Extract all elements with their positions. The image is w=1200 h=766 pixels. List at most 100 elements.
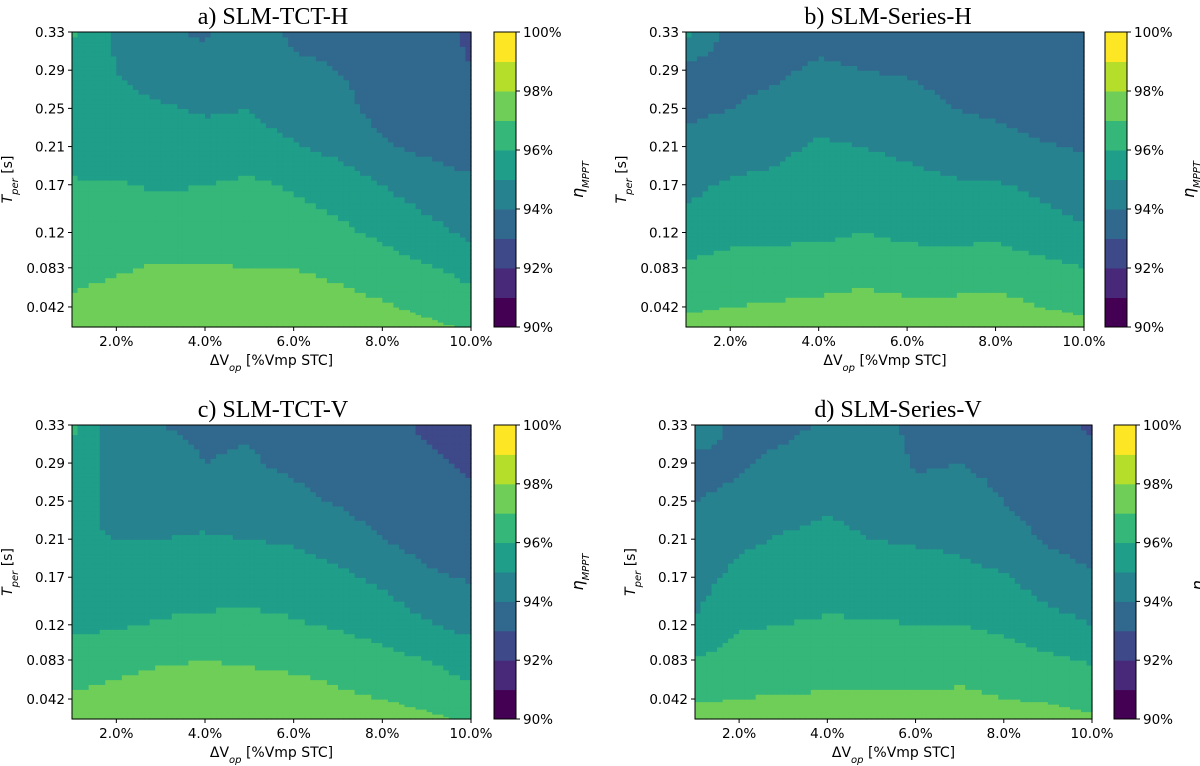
- contour-cell: [293, 184, 300, 192]
- contour-cell: [459, 236, 467, 242]
- contour-cell: [310, 208, 317, 216]
- contour-cell: [232, 108, 239, 114]
- contour-cell: [338, 306, 345, 311]
- contour-cell: [88, 258, 95, 264]
- contour-cell: [288, 302, 295, 308]
- contour-cell: [110, 319, 117, 323]
- contour-cell: [404, 190, 411, 198]
- contour-cell: [321, 32, 328, 38]
- contour-cell: [210, 282, 217, 288]
- contour-cell: [365, 70, 372, 76]
- contour-cell: [127, 156, 134, 162]
- contour-cell: [260, 55, 267, 62]
- contour-cell: [332, 297, 339, 303]
- contour-cell: [177, 321, 184, 326]
- contour-cell: [132, 175, 140, 181]
- contour-cell: [105, 127, 112, 133]
- contour-cell: [188, 245, 195, 251]
- contour-cell: [426, 70, 433, 76]
- contour-cell: [846, 324, 853, 328]
- contour-cell: [376, 232, 383, 238]
- contour-cell: [382, 94, 389, 100]
- contour-cell: [121, 263, 129, 269]
- contour-cell: [249, 70, 256, 76]
- contour-cell: [437, 220, 444, 228]
- contour-cell: [238, 277, 245, 284]
- colorbar: 90%92%94%96%98%100%ηMPPT: [493, 25, 592, 336]
- contour-cell: [376, 245, 383, 251]
- contour-cell: [249, 190, 256, 198]
- contour-cell: [238, 179, 245, 186]
- contour-cell: [437, 146, 444, 152]
- contour-cell: [260, 220, 267, 228]
- contour-cell: [326, 232, 334, 238]
- contour-cell: [912, 324, 919, 328]
- contour-cell: [896, 324, 903, 328]
- contour-cell: [199, 302, 206, 308]
- contour-cell: [205, 98, 212, 105]
- contour-cell: [193, 74, 201, 81]
- contour-cell: [708, 324, 715, 328]
- contour-cell: [149, 70, 156, 76]
- contour-cell: [121, 127, 129, 133]
- contour-cell: [371, 314, 378, 318]
- contour-cell: [221, 324, 228, 328]
- contour-cell: [249, 113, 256, 119]
- contour-cell: [210, 108, 217, 114]
- contour-cell: [232, 156, 239, 162]
- contour-cell: [232, 258, 239, 264]
- contour-cell: [88, 32, 95, 38]
- contour-cell: [343, 309, 350, 313]
- contour-cell: [116, 60, 123, 67]
- contour-cell: [354, 122, 361, 129]
- contour-cell: [365, 254, 372, 260]
- contour-cell: [426, 267, 433, 274]
- contour-cell: [99, 292, 106, 298]
- contour-cell: [321, 179, 328, 186]
- contour-cell: [271, 226, 278, 234]
- contour-cell: [166, 226, 173, 234]
- contour-cell: [221, 108, 228, 114]
- contour-cell: [459, 84, 467, 90]
- contour-cell: [138, 292, 145, 298]
- contour-cell: [121, 236, 129, 242]
- contour-cell: [299, 302, 306, 308]
- contour-cell: [326, 179, 334, 186]
- contour-cell: [365, 113, 372, 119]
- contour-cell: [382, 302, 389, 308]
- contour-cell: [160, 292, 167, 298]
- contour-cell: [205, 127, 212, 133]
- contour-cell: [459, 245, 467, 251]
- contour-cell: [410, 36, 417, 43]
- contour-cell: [868, 324, 875, 328]
- contour-cell: [155, 175, 162, 181]
- contour-cell: [110, 84, 117, 90]
- contour-cell: [410, 146, 417, 152]
- contour-cell: [105, 324, 112, 328]
- contour-cell: [338, 302, 345, 308]
- contour-cell: [376, 241, 383, 247]
- contour-cell: [110, 297, 117, 303]
- contour-cell: [393, 319, 400, 323]
- contour-cell: [299, 160, 306, 167]
- contour-cell: [249, 292, 256, 298]
- contour-cell: [83, 32, 90, 38]
- contour-cell: [437, 98, 444, 105]
- contour-cell: [398, 137, 406, 143]
- contour-cell: [88, 309, 95, 313]
- contour-cell: [459, 272, 467, 279]
- contour-cell: [238, 84, 245, 90]
- contour-cell: [349, 179, 356, 186]
- contour-cell: [94, 65, 101, 71]
- contour-cell: [443, 220, 450, 228]
- contour-cell: [99, 122, 106, 129]
- contour-cell: [415, 324, 422, 328]
- contour-cell: [426, 316, 433, 321]
- contour-cell: [326, 241, 334, 247]
- contour-cell: [171, 277, 178, 284]
- contour-cell: [459, 113, 467, 119]
- contour-cell: [719, 319, 726, 323]
- contour-cell: [188, 316, 195, 321]
- contour-cell: [221, 277, 228, 284]
- contour-cell: [271, 141, 278, 148]
